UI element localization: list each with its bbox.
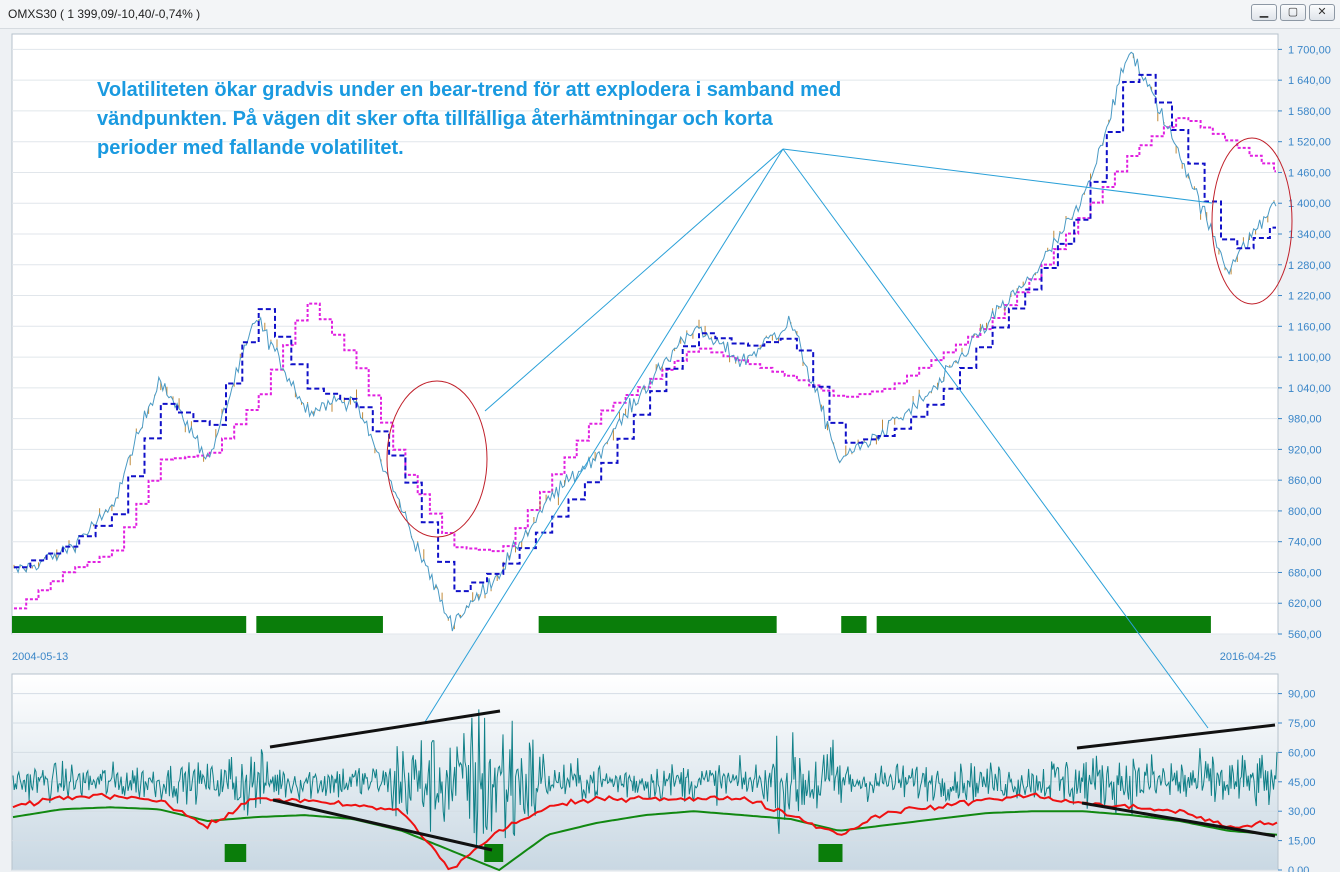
y-tick-label: 860,00	[1288, 475, 1322, 487]
y-tick-label: 1 580,00	[1288, 106, 1331, 118]
y-tick-label: 1 040,00	[1288, 383, 1331, 395]
volatility-grid	[12, 693, 1278, 871]
y-tick-label: 1 280,00	[1288, 260, 1331, 272]
vol-signal-bar	[484, 844, 504, 862]
y-tick-label: 1 640,00	[1288, 75, 1331, 87]
y-tick-label: 1 520,00	[1288, 137, 1331, 149]
y-tick-label: 620,00	[1288, 598, 1322, 610]
trend-line	[269, 709, 501, 749]
y-tick-label: 980,00	[1288, 414, 1322, 426]
vol-signal-bar	[818, 844, 843, 862]
y-tick-label: 60,00	[1288, 747, 1316, 759]
y-tick-label: 1 400,00	[1288, 198, 1331, 210]
green-signal-bars	[12, 616, 1211, 633]
maximize-icon: ▢	[1287, 6, 1299, 18]
window-titlebar: OMXS30 ( 1 399,09/-10,40/-0,74% ) ▁ ▢ ✕	[0, 0, 1340, 29]
price-series	[13, 51, 1277, 632]
price-grid	[12, 48, 1278, 635]
y-tick-label: 45,00	[1288, 777, 1316, 789]
y-tick-label: 1 160,00	[1288, 321, 1331, 333]
x-start-label: 2004-05-13	[12, 651, 68, 663]
volatility-panel-bg	[11, 673, 1279, 871]
volatility-y-axis: 0,00 15,00 30,00 45,00 60,00 75,00 90,00	[1278, 689, 1316, 872]
trend-line	[1076, 723, 1276, 750]
green-signal-bar	[538, 616, 777, 633]
y-tick-label: 1 100,00	[1288, 352, 1331, 364]
y-tick-label: 1 460,00	[1288, 167, 1331, 179]
pointer-line	[782, 148, 1213, 204]
moving-average-line	[14, 117, 1276, 610]
y-tick-label: 15,00	[1288, 836, 1316, 848]
circle-mark-2016	[1211, 137, 1293, 305]
annotation-overlay	[269, 137, 1293, 852]
volatility-red-line	[12, 792, 1278, 871]
green-signal-bar	[256, 616, 383, 633]
y-tick-label: 1 220,00	[1288, 291, 1331, 303]
maximize-button[interactable]: ▢	[1280, 4, 1306, 21]
green-signal-bar	[841, 616, 867, 633]
annotation-text: Volatiliteten ökar gradvis under en bear…	[97, 79, 842, 159]
y-tick-label: 800,00	[1288, 506, 1322, 518]
y-tick-label: 560,00	[1288, 629, 1322, 641]
y-tick-label: 1 340,00	[1288, 229, 1331, 241]
y-tick-label: 75,00	[1288, 718, 1316, 730]
window-title: OMXS30 ( 1 399,09/-10,40/-0,74% )	[8, 7, 201, 21]
y-tick-label: 30,00	[1288, 806, 1316, 818]
price-panel-bg	[11, 33, 1279, 635]
stop-line	[14, 73, 1276, 593]
price-line	[13, 51, 1277, 632]
y-tick-label: 0,00	[1288, 865, 1309, 872]
pointer-line	[424, 148, 784, 723]
trend-line	[1081, 801, 1276, 838]
minimize-button[interactable]: ▁	[1251, 4, 1277, 21]
x-end-label: 2016-04-25	[1220, 651, 1276, 663]
trend-line	[272, 798, 493, 852]
volatility-series	[12, 709, 1278, 872]
y-tick-label: 740,00	[1288, 537, 1322, 549]
y-tick-label: 920,00	[1288, 444, 1322, 456]
y-tick-label: 90,00	[1288, 689, 1316, 701]
green-signal-bar	[876, 616, 1211, 633]
chart-area: 560,00 620,00 680,00 740,00 800,00 860,00 920,…	[11, 33, 1331, 872]
pointer-line	[484, 148, 784, 412]
minimize-icon: ▁	[1259, 6, 1269, 18]
green-signal-bar	[12, 616, 247, 633]
y-tick-label: 680,00	[1288, 567, 1322, 579]
price-y-axis: 560,00 620,00 680,00 740,00 800,00 860,00 920,…	[1278, 44, 1331, 641]
volatility-line	[12, 709, 1278, 846]
close-button[interactable]: ✕	[1309, 4, 1335, 21]
pointer-line	[782, 148, 1209, 729]
vol-signal-bar	[224, 844, 247, 862]
circle-mark-2008	[386, 380, 488, 538]
y-tick-label: 1 700,00	[1288, 44, 1331, 56]
close-icon: ✕	[1317, 6, 1327, 18]
